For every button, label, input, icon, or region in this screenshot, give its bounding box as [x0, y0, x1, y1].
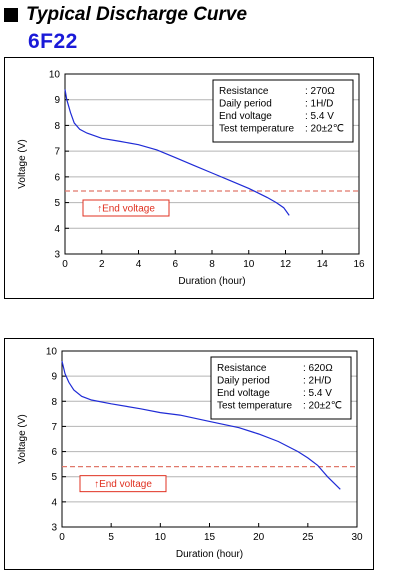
- chart-2-x-tick-label: 15: [204, 532, 216, 543]
- chart-2-condition-value: : 20±2℃: [303, 401, 342, 412]
- chart-1-y-tick-label: 9: [54, 95, 60, 106]
- discharge-chart-1: 3 4 5 6 7 8 9 10 0 2 4 6 8 10 12 14 16 ↑End voltage Resist…: [17, 70, 365, 288]
- page-header: Typical Discharge Curve 6F22: [4, 2, 396, 54]
- chart-1-y-tick-label: 6: [54, 172, 60, 183]
- chart-1-x-tick-label: 16: [353, 259, 365, 270]
- chart-1-x-tick-label: 2: [99, 259, 105, 270]
- chart-1-condition-value: : 1H/D: [305, 99, 333, 110]
- chart-2-y-tick-label: 10: [46, 347, 58, 358]
- chart-1-condition-value: : 270Ω: [305, 86, 335, 97]
- chart-1-x-tick-label: 14: [317, 259, 329, 270]
- chart-1-condition-label: Test temperature: [219, 124, 294, 135]
- chart-2-condition-value: : 2H/D: [303, 376, 331, 387]
- chart-1-y-tick-label: 8: [54, 121, 60, 132]
- chart-2-condition-label: Daily period: [217, 376, 270, 387]
- chart-2-condition-label: End voltage: [217, 388, 270, 399]
- chart-2-x-tick-label: 0: [59, 532, 65, 543]
- model-number: 6F22: [28, 30, 78, 53]
- chart-1-x-tick-label: 0: [62, 259, 68, 270]
- chart-2-discharge-curve: [61, 360, 341, 490]
- chart-2-conditions-box: [210, 356, 352, 420]
- chart-2-condition-label: Test temperature: [217, 401, 292, 412]
- chart-2-x-tick-label: 25: [302, 532, 314, 543]
- discharge-chart-panel-2: 3 4 5 6 7 8 9 10 0 5 10 15 20 25 30 ↑End voltage Resista…: [4, 338, 374, 570]
- chart-1-condition-value: : 5.4 V: [305, 111, 334, 122]
- chart-2-y-tick-label: 6: [51, 447, 57, 458]
- chart-2-y-tick-label: 4: [51, 497, 57, 508]
- chart-1-x-axis-label: Duration (hour): [178, 276, 245, 287]
- square-bullet-icon: [4, 8, 18, 22]
- chart-1-condition-label: Resistance: [219, 86, 269, 97]
- chart-1-plot-frame: [64, 73, 360, 255]
- chart-2-condition-value: : 620Ω: [303, 363, 333, 374]
- chart-2-y-tick-label: 9: [51, 372, 57, 383]
- chart-2-plot-frame: [61, 350, 358, 528]
- chart-2-y-tick-label: 5: [51, 472, 57, 483]
- chart-2-y-tick-label: 7: [51, 422, 57, 433]
- chart-2-y-tick-label: 3: [51, 523, 57, 534]
- chart-1-y-tick-label: 10: [49, 70, 61, 81]
- chart-1-x-tick-label: 12: [280, 259, 292, 270]
- chart-2-y-tick-label: 8: [51, 397, 57, 408]
- chart-1-x-tick-label: 8: [209, 259, 215, 270]
- chart-2-condition-value: : 5.4 V: [303, 388, 332, 399]
- chart-1-condition-label: End voltage: [219, 111, 272, 122]
- chart-2-x-tick-label: 10: [155, 532, 167, 543]
- chart-1-conditions-box: [212, 79, 354, 143]
- chart-1-x-tick-label: 4: [136, 259, 142, 270]
- title-row: Typical Discharge Curve: [4, 2, 396, 28]
- page-title: Typical Discharge Curve: [26, 4, 248, 25]
- chart-1-y-tick-label: 4: [54, 224, 60, 235]
- chart-1-y-tick-label: 7: [54, 147, 60, 158]
- chart-2-end-voltage-label: ↑End voltage: [94, 479, 152, 490]
- chart-1-end-voltage-label-box: [82, 199, 170, 217]
- chart-1-condition-label: Daily period: [219, 99, 272, 110]
- chart-2-x-tick-label: 5: [108, 532, 114, 543]
- chart-2-x-tick-label: 20: [253, 532, 265, 543]
- chart-1-x-tick-label: 6: [172, 259, 178, 270]
- chart-1-y-axis-label: Voltage (V): [17, 139, 28, 188]
- chart-1-y-tick-label: 3: [54, 250, 60, 261]
- chart-2-condition-label: Resistance: [217, 363, 267, 374]
- chart-2-end-voltage-label-box: [79, 475, 167, 493]
- discharge-chart-2: 3 4 5 6 7 8 9 10 0 5 10 15 20 25 30 ↑End voltage Resista…: [17, 347, 363, 561]
- chart-1-x-tick-label: 10: [243, 259, 255, 270]
- chart-2-x-axis-label: Duration (hour): [176, 549, 243, 560]
- chart-1-discharge-curve: [64, 89, 290, 216]
- chart-2-y-axis-label: Voltage (V): [17, 414, 28, 463]
- discharge-chart-panel-1: 3 4 5 6 7 8 9 10 0 2 4 6 8 10 12 14 16 ↑End voltage Resist…: [4, 57, 374, 299]
- chart-1-y-tick-label: 5: [54, 198, 60, 209]
- chart-1-condition-value: : 20±2℃: [305, 124, 344, 135]
- chart-2-x-tick-label: 30: [351, 532, 363, 543]
- chart-1-end-voltage-label: ↑End voltage: [97, 204, 155, 215]
